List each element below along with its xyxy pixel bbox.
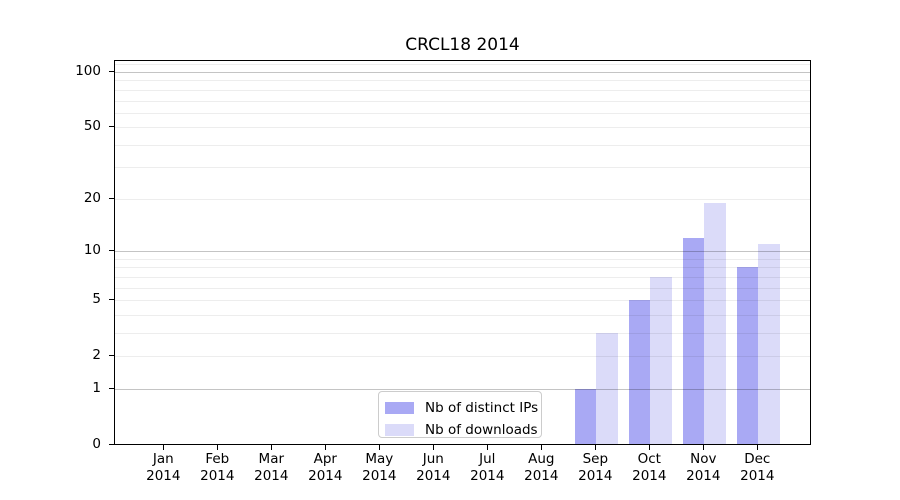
y-gridline-minor-40 <box>115 144 810 146</box>
y-tick-mark-10 <box>109 250 114 252</box>
bar-distinct-ips-nov <box>682 237 705 444</box>
y-gridline-minor-3 <box>115 333 810 334</box>
y-gridline-minor-80 <box>115 89 810 91</box>
y-gridline-major-10 <box>115 251 810 253</box>
x-tick-mark-feb <box>217 445 219 450</box>
legend-swatch-distinct-ips <box>385 402 414 414</box>
y-tick-label-0: 0 <box>92 436 101 452</box>
x-tick-mark-may <box>379 445 381 450</box>
bar-distinct-ips-oct <box>628 300 651 444</box>
y-tick-mark-20 <box>109 197 114 199</box>
bar-downloads-dec <box>758 244 780 444</box>
y-gridline-minor-70 <box>115 100 810 102</box>
y-gridline-minor-20 <box>115 198 810 200</box>
x-tick-label-may: May 2014 <box>362 451 397 484</box>
y-gridline-minor-110 <box>115 64 810 66</box>
y-tick-mark-100 <box>109 71 114 72</box>
x-tick-label-sep: Sep 2014 <box>578 451 613 484</box>
legend: Nb of distinct IPs Nb of downloads <box>378 391 542 438</box>
y-gridline-minor-50 <box>115 127 810 129</box>
y-tick-label-20: 20 <box>83 189 101 206</box>
x-tick-label-jul: Jul 2014 <box>470 451 505 484</box>
y-gridline-minor-4 <box>115 314 810 316</box>
chart-title: CRCL18 2014 <box>405 35 520 55</box>
x-tick-label-aug: Aug 2014 <box>524 451 559 484</box>
bar-distinct-ips-dec <box>736 267 759 444</box>
y-tick-label-5: 5 <box>92 291 101 308</box>
y-tick-mark-50 <box>109 126 114 128</box>
y-tick-label-50: 50 <box>83 118 101 135</box>
x-tick-label-apr: Apr 2014 <box>308 451 343 484</box>
y-gridline-minor-5 <box>115 300 810 302</box>
x-tick-mark-nov <box>703 445 705 450</box>
y-gridline-major-100 <box>115 72 810 73</box>
x-tick-mark-mar <box>271 445 273 450</box>
x-tick-label-nov: Nov 2014 <box>686 451 721 484</box>
x-tick-mark-jul <box>487 445 489 450</box>
x-tick-mark-aug <box>541 445 543 450</box>
legend-label-downloads: Nb of downloads <box>425 422 538 438</box>
y-gridline-minor-2 <box>115 356 810 358</box>
y-gridline-minor-6 <box>115 287 810 289</box>
legend-label-distinct-ips: Nb of distinct IPs <box>425 400 539 416</box>
y-tick-mark-1 <box>109 388 114 389</box>
x-tick-mark-oct <box>649 445 651 450</box>
y-gridline-minor-90 <box>115 80 810 82</box>
x-tick-label-oct: Oct 2014 <box>632 451 667 484</box>
y-gridline-minor-7 <box>115 276 810 278</box>
y-gridline-major-1 <box>115 389 810 390</box>
y-tick-label-2: 2 <box>92 347 101 364</box>
y-gridline-minor-9 <box>115 258 810 260</box>
legend-item-downloads: Nb of downloads <box>385 423 541 437</box>
legend-item-distinct-ips: Nb of distinct IPs <box>385 401 541 415</box>
y-gridline-minor-30 <box>115 167 810 169</box>
bar-downloads-oct <box>650 276 672 444</box>
bar-downloads-sep <box>596 333 618 444</box>
x-tick-mark-jun <box>433 445 435 450</box>
y-gridline-minor-8 <box>115 267 810 269</box>
x-tick-label-jan: Jan 2014 <box>146 451 181 484</box>
legend-swatch-downloads <box>385 424 414 436</box>
y-tick-label-10: 10 <box>83 242 101 259</box>
x-tick-mark-sep <box>595 445 597 450</box>
y-tick-mark-0 <box>109 444 114 445</box>
bar-downloads-nov <box>704 202 726 444</box>
x-tick-mark-apr <box>325 445 327 450</box>
y-tick-label-1: 1 <box>92 380 101 396</box>
x-tick-label-mar: Mar 2014 <box>254 451 289 484</box>
bar-distinct-ips-sep <box>574 389 597 444</box>
y-tick-label-100: 100 <box>75 63 101 79</box>
x-tick-mark-dec <box>757 445 759 450</box>
x-tick-label-dec: Dec 2014 <box>740 451 775 484</box>
y-tick-mark-5 <box>109 299 114 301</box>
x-tick-label-jun: Jun 2014 <box>416 451 451 484</box>
x-tick-mark-jan <box>163 445 165 450</box>
y-tick-mark-2 <box>109 355 114 357</box>
y-gridline-minor-60 <box>115 112 810 114</box>
plot-area <box>114 60 811 445</box>
x-tick-label-feb: Feb 2014 <box>200 451 235 484</box>
